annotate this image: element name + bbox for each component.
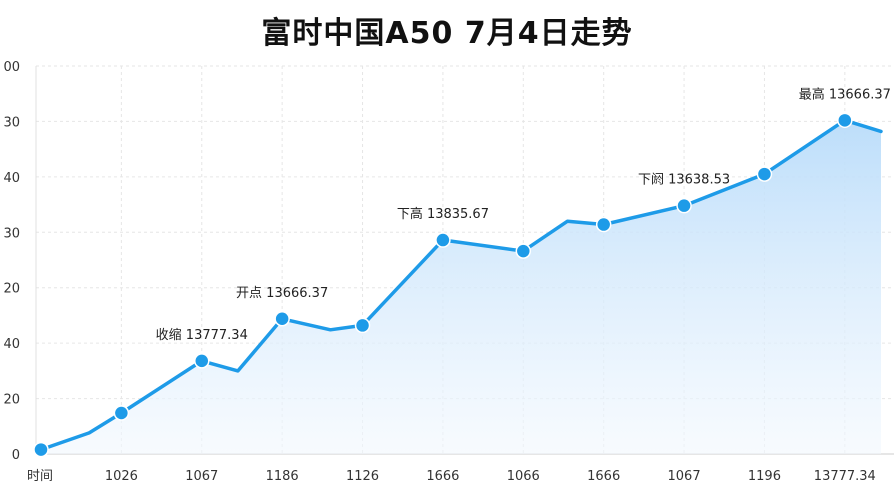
x-tick-label: 1126 (346, 469, 379, 484)
x-tick-label: 1066 (507, 469, 540, 484)
y-tick-label: 30 (3, 115, 20, 130)
data-point-marker (274, 311, 290, 327)
data-point-marker (354, 317, 371, 334)
marker-layer (33, 112, 853, 458)
data-point-marker (515, 243, 532, 259)
annotation-label: 下高 13835.67 (397, 206, 489, 222)
y-axis: 0 20 40 20 30 40 30 00 (3, 60, 20, 463)
annotation-label: 收缩 13777.34 (156, 327, 248, 343)
x-tick-label: 1186 (266, 469, 299, 484)
x-tick-label: 13777.34 (814, 469, 876, 484)
x-tick-label: 时间 (27, 469, 53, 484)
annotation-label: 最高 13666.37 (799, 86, 891, 102)
data-point-marker (435, 232, 451, 248)
y-tick-label: 20 (3, 393, 20, 408)
data-point-marker (33, 441, 49, 458)
annotation-label: 开点 13666.37 (236, 286, 328, 301)
data-point-marker (113, 405, 130, 421)
data-point-marker (837, 112, 853, 129)
x-tick-label: 1067 (668, 469, 701, 484)
x-tick-label: 1067 (185, 469, 218, 484)
annotation-layer: 收缩 13777.34 开点 13666.37 下高 13835.67 下阏 1363… (156, 86, 891, 343)
y-tick-label: 20 (3, 282, 20, 297)
y-tick-label: 40 (3, 171, 20, 186)
annotation-label: 下阏 13638.53 (638, 173, 730, 188)
y-tick-label: 30 (3, 226, 20, 241)
area-layer (41, 120, 881, 455)
y-tick-label: 40 (3, 337, 20, 352)
x-axis: 时间 1026 1067 1186 1126 1666 1066 1666 1067 1196 13… (27, 469, 876, 484)
data-point-marker (194, 353, 210, 369)
line-layer (39, 118, 883, 452)
x-tick-label: 1196 (748, 469, 781, 484)
x-tick-label: 1666 (426, 469, 459, 484)
data-point-marker (595, 216, 612, 233)
series-line (39, 118, 883, 452)
y-tick-label: 0 (12, 448, 20, 463)
x-tick-label: 1026 (105, 469, 138, 484)
chart-title: 富时中国A50 7月4日走势 (261, 16, 633, 51)
data-point-marker (676, 197, 692, 214)
data-point-marker (756, 166, 773, 182)
y-tick-label: 00 (3, 60, 20, 75)
area-fill (41, 120, 881, 455)
x-tick-label: 1666 (587, 469, 620, 484)
